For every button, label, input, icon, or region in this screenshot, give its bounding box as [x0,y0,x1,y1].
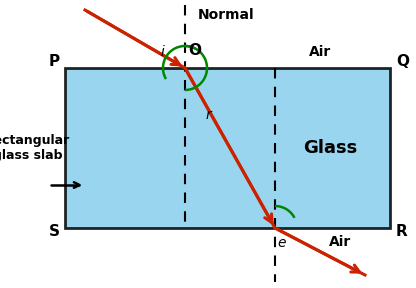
Text: i: i [160,45,164,59]
Text: P: P [49,54,60,69]
Text: Air: Air [329,235,351,249]
Text: O: O [188,43,201,58]
Text: S: S [49,225,60,240]
Text: Q: Q [396,54,409,69]
Text: r: r [205,108,211,122]
Text: e: e [278,236,286,250]
Text: R: R [396,225,408,240]
Text: Rectangular
glass slab: Rectangular glass slab [0,134,71,162]
Text: Glass: Glass [303,139,357,157]
Text: Air: Air [309,45,331,59]
Text: Normal: Normal [198,8,255,22]
Bar [65,68,390,228]
